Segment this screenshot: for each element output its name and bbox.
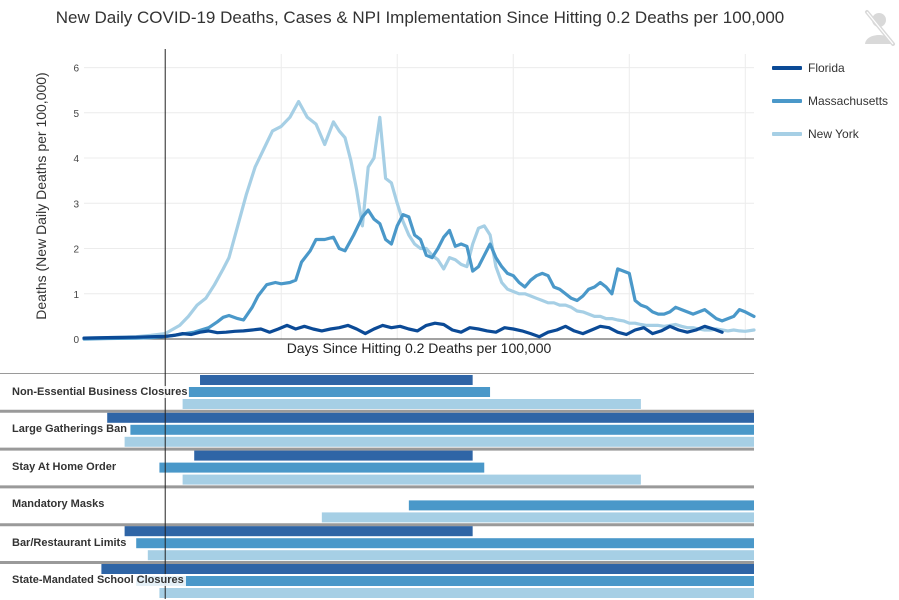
policy-label-school-closures: State-Mandated School Closures [10,574,186,586]
y-tick-label: 1 [73,290,79,301]
legend-label-new-york: New York [808,127,859,141]
policy-label-business-closures: Non-Essential Business Closures [10,386,190,398]
y-axis-title: Deaths (New Daily Deaths per 100,000) [33,72,49,319]
npi-bar-new-york [182,474,641,485]
legend-label-florida: Florida [808,61,845,75]
policy-label-masks: Mandatory Masks [10,498,107,510]
policy-label-stay-at-home: Stay At Home Order [10,461,119,473]
npi-bar-new-york [124,436,754,447]
y-tick-label: 3 [73,199,79,210]
person-off-icon[interactable] [862,8,898,48]
npi-bar-massachusetts [130,424,754,435]
npi-bar-new-york [159,588,754,598]
y-tick-label: 2 [73,245,79,256]
policy-label-bar-restaurant: Bar/Restaurant Limits [10,537,129,549]
series-line-florida [82,321,724,340]
y-tick-label: 5 [73,109,79,120]
legend-item-florida[interactable]: Florida [772,58,888,78]
legend-swatch-new-york [772,132,802,136]
npi-bar-new-york [321,512,754,523]
npi-bar-massachusetts [136,576,755,586]
npi-bar-florida [124,526,473,537]
npi-bar-florida [200,375,473,385]
npi-bar-massachusetts [159,462,485,473]
npi-bar-florida [101,564,755,574]
npi-bar-massachusetts [408,500,754,511]
series-line-massachusetts [82,208,756,341]
npi-bar-massachusetts [188,387,491,397]
y-tick-label: 4 [73,154,79,165]
y-tick-label: 6 [73,64,79,75]
legend-item-massachusetts[interactable]: Massachusetts [772,91,888,111]
npi-bar-massachusetts [136,538,755,549]
y-tick-label: 0 [73,335,79,346]
x-axis-title: Days Since Hitting 0.2 Deaths per 100,00… [287,340,552,356]
npi-bar-florida [107,412,754,423]
legend-label-massachusetts: Massachusetts [808,94,889,108]
policy-label-gatherings-ban: Large Gatherings Ban [10,423,129,435]
npi-bar-florida [194,450,473,461]
npi-bar-new-york [182,399,641,409]
legend-swatch-florida [772,66,802,70]
legend: Florida Massachusetts New York [772,58,888,157]
legend-swatch-massachusetts [772,99,802,103]
legend-item-new-york[interactable]: New York [772,124,888,144]
series-line-new-york [82,99,756,340]
chart-title: New Daily COVID-19 Deaths, Cases & NPI I… [55,8,785,27]
npi-bar-new-york [147,550,755,561]
